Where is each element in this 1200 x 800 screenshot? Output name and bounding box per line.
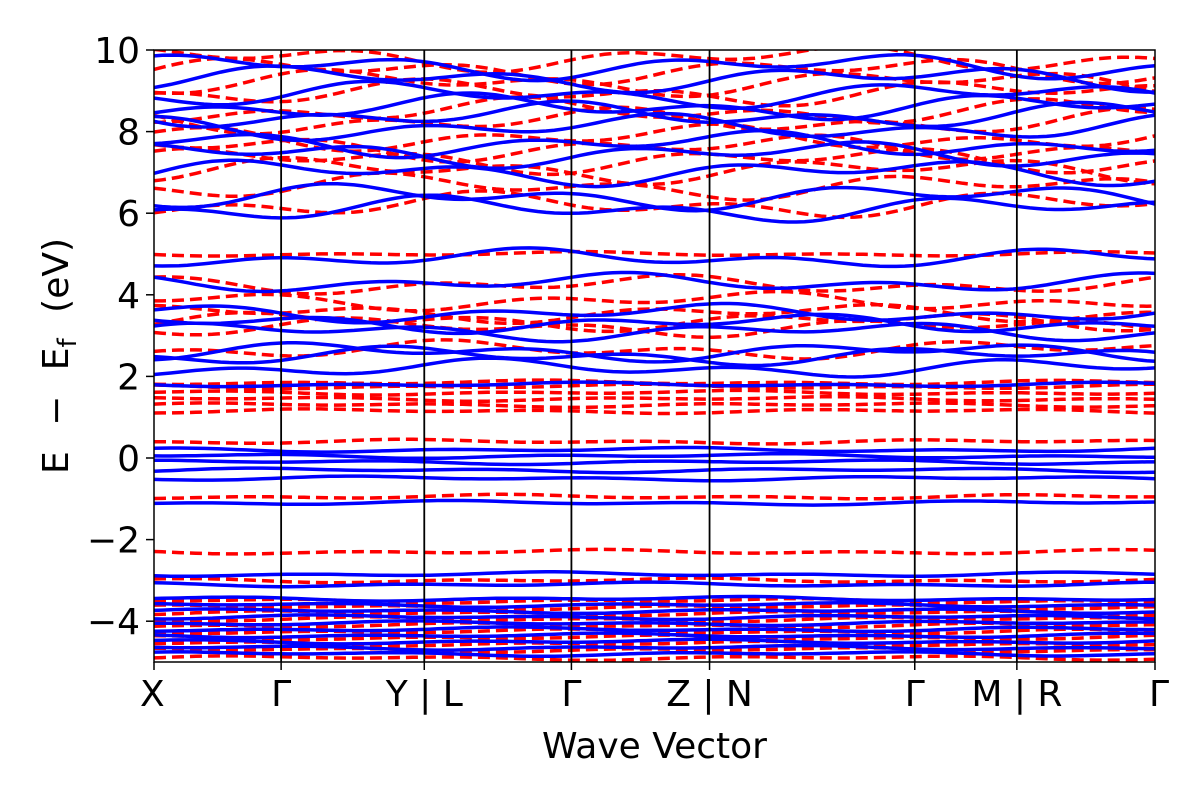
y-tick-label: 8 (117, 113, 140, 154)
x-tick-label: Γ (1149, 674, 1169, 715)
solid-band-line (154, 594, 1155, 603)
segment-divider-lines (280, 50, 1018, 662)
y-tick-label: 4 (117, 276, 140, 317)
dashed-band-line (154, 378, 1155, 387)
solid-band-line (154, 312, 1155, 336)
solid-band-line (154, 580, 1155, 589)
solid-band-line (154, 128, 1155, 160)
dashed-band-line (154, 401, 1155, 410)
solid-band-line (154, 637, 1155, 646)
solid-band-line (154, 466, 1155, 475)
dashed-bands-group (154, 50, 1155, 662)
solid-band-line (154, 445, 1155, 454)
solid-band-line (154, 356, 1155, 379)
solid-band-line (154, 601, 1155, 610)
y-label-ef: E (36, 347, 77, 370)
x-tick-label: M | R (971, 674, 1062, 715)
solid-band-line (154, 631, 1155, 640)
dashed-band-line (154, 576, 1155, 585)
dashed-band-line (154, 146, 1155, 177)
solid-band-line (154, 53, 1155, 83)
solid-band-line (154, 451, 1155, 461)
y-tick-label: −2 (87, 521, 140, 562)
dashed-band-line (154, 645, 1155, 654)
y-label-unit: (eV) (36, 238, 77, 313)
solid-band-line (154, 140, 1155, 171)
y-tick-label: 10 (94, 31, 140, 72)
dashed-band-line (154, 289, 1155, 313)
dashed-band-line (154, 394, 1155, 404)
solid-band-line (154, 474, 1155, 483)
solid-band-line (154, 607, 1155, 616)
x-axis-label: Wave Vector (542, 726, 767, 767)
y-tick-label: 0 (117, 439, 140, 480)
solid-band-line (154, 643, 1155, 652)
solid-band-line (154, 613, 1155, 622)
dashed-band-line (154, 492, 1155, 501)
y-tick-label: −4 (87, 602, 140, 643)
y-tick-label: 2 (117, 357, 140, 398)
y-label-minus: − (36, 396, 77, 426)
solid-band-line (154, 79, 1155, 111)
x-tick-label: Γ (271, 674, 291, 715)
x-tick-label: Γ (905, 674, 925, 715)
y-axis-ticks: −4 −2 0 2 4 6 8 10 (87, 31, 154, 643)
solid-band-line (154, 498, 1155, 507)
solid-band-line (154, 64, 1155, 95)
solid-band-line (154, 570, 1155, 578)
y-label-ef-sub: f (53, 337, 83, 347)
solid-band-line (154, 181, 1155, 213)
dashed-band-line (154, 171, 1155, 202)
dashed-band-line (154, 302, 1155, 326)
solid-band-line (154, 625, 1155, 634)
solid-bands-group (154, 53, 1155, 659)
x-tick-label: Z | N (666, 674, 753, 715)
dashed-band-line (154, 407, 1155, 416)
dashed-band-line (154, 437, 1155, 446)
solid-band-line (154, 344, 1155, 368)
dashed-band-line (154, 615, 1155, 624)
x-tick-label: Γ (561, 674, 581, 715)
x-tick-label: X (140, 674, 165, 715)
solid-band-line (154, 301, 1155, 325)
solid-band-line (154, 380, 1155, 389)
plot-frame (153, 49, 1156, 663)
solid-band-line (154, 619, 1155, 628)
solid-band-line (154, 111, 1155, 143)
y-label-e: E (36, 451, 77, 474)
dashed-band-line (154, 388, 1155, 397)
solid-band-line (154, 246, 1155, 269)
dashed-band-line (154, 272, 1155, 296)
y-tick-label: 6 (117, 194, 140, 235)
solid-band-line (154, 270, 1155, 294)
dashed-band-line (154, 50, 1155, 75)
dashed-band-line (154, 654, 1155, 662)
solid-band-line (154, 650, 1155, 659)
solid-band-line (154, 458, 1155, 467)
x-axis-ticks: X Γ Y | L Γ Z | N Γ M | R Γ (140, 662, 1169, 715)
solid-band-line (154, 341, 1155, 364)
x-tick-label: Y | L (385, 674, 463, 715)
y-axis-label: E − Ef (eV) (36, 238, 85, 474)
dashed-band-line (154, 547, 1155, 556)
dashed-band-line (154, 382, 1155, 391)
